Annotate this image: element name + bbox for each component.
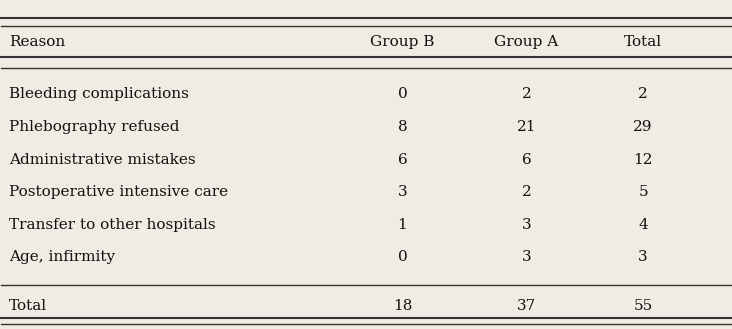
Text: Age, infirmity: Age, infirmity: [9, 250, 115, 265]
Text: 1: 1: [397, 218, 407, 232]
Text: Transfer to other hospitals: Transfer to other hospitals: [9, 218, 215, 232]
Text: 12: 12: [633, 153, 653, 166]
Text: 8: 8: [397, 120, 407, 134]
Text: Total: Total: [624, 35, 662, 49]
Text: 2: 2: [522, 88, 531, 101]
Text: 29: 29: [633, 120, 653, 134]
Text: 3: 3: [522, 250, 531, 265]
Text: Phlebography refused: Phlebography refused: [9, 120, 179, 134]
Text: Reason: Reason: [9, 35, 65, 49]
Text: Bleeding complications: Bleeding complications: [9, 88, 189, 101]
Text: 0: 0: [397, 250, 407, 265]
Text: 37: 37: [517, 299, 536, 314]
Text: Total: Total: [9, 299, 47, 314]
Text: 6: 6: [522, 153, 531, 166]
Text: 55: 55: [633, 299, 653, 314]
Text: Postoperative intensive care: Postoperative intensive care: [9, 185, 228, 199]
Text: 2: 2: [522, 185, 531, 199]
Text: 18: 18: [393, 299, 412, 314]
Text: 2: 2: [638, 88, 648, 101]
Text: 0: 0: [397, 88, 407, 101]
Text: Group A: Group A: [494, 35, 559, 49]
Text: 3: 3: [397, 185, 407, 199]
Text: 6: 6: [397, 153, 407, 166]
Text: Group B: Group B: [370, 35, 435, 49]
Text: 3: 3: [522, 218, 531, 232]
Text: 3: 3: [638, 250, 648, 265]
Text: 4: 4: [638, 218, 648, 232]
Text: 5: 5: [638, 185, 648, 199]
Text: 21: 21: [517, 120, 536, 134]
Text: Administrative mistakes: Administrative mistakes: [9, 153, 195, 166]
